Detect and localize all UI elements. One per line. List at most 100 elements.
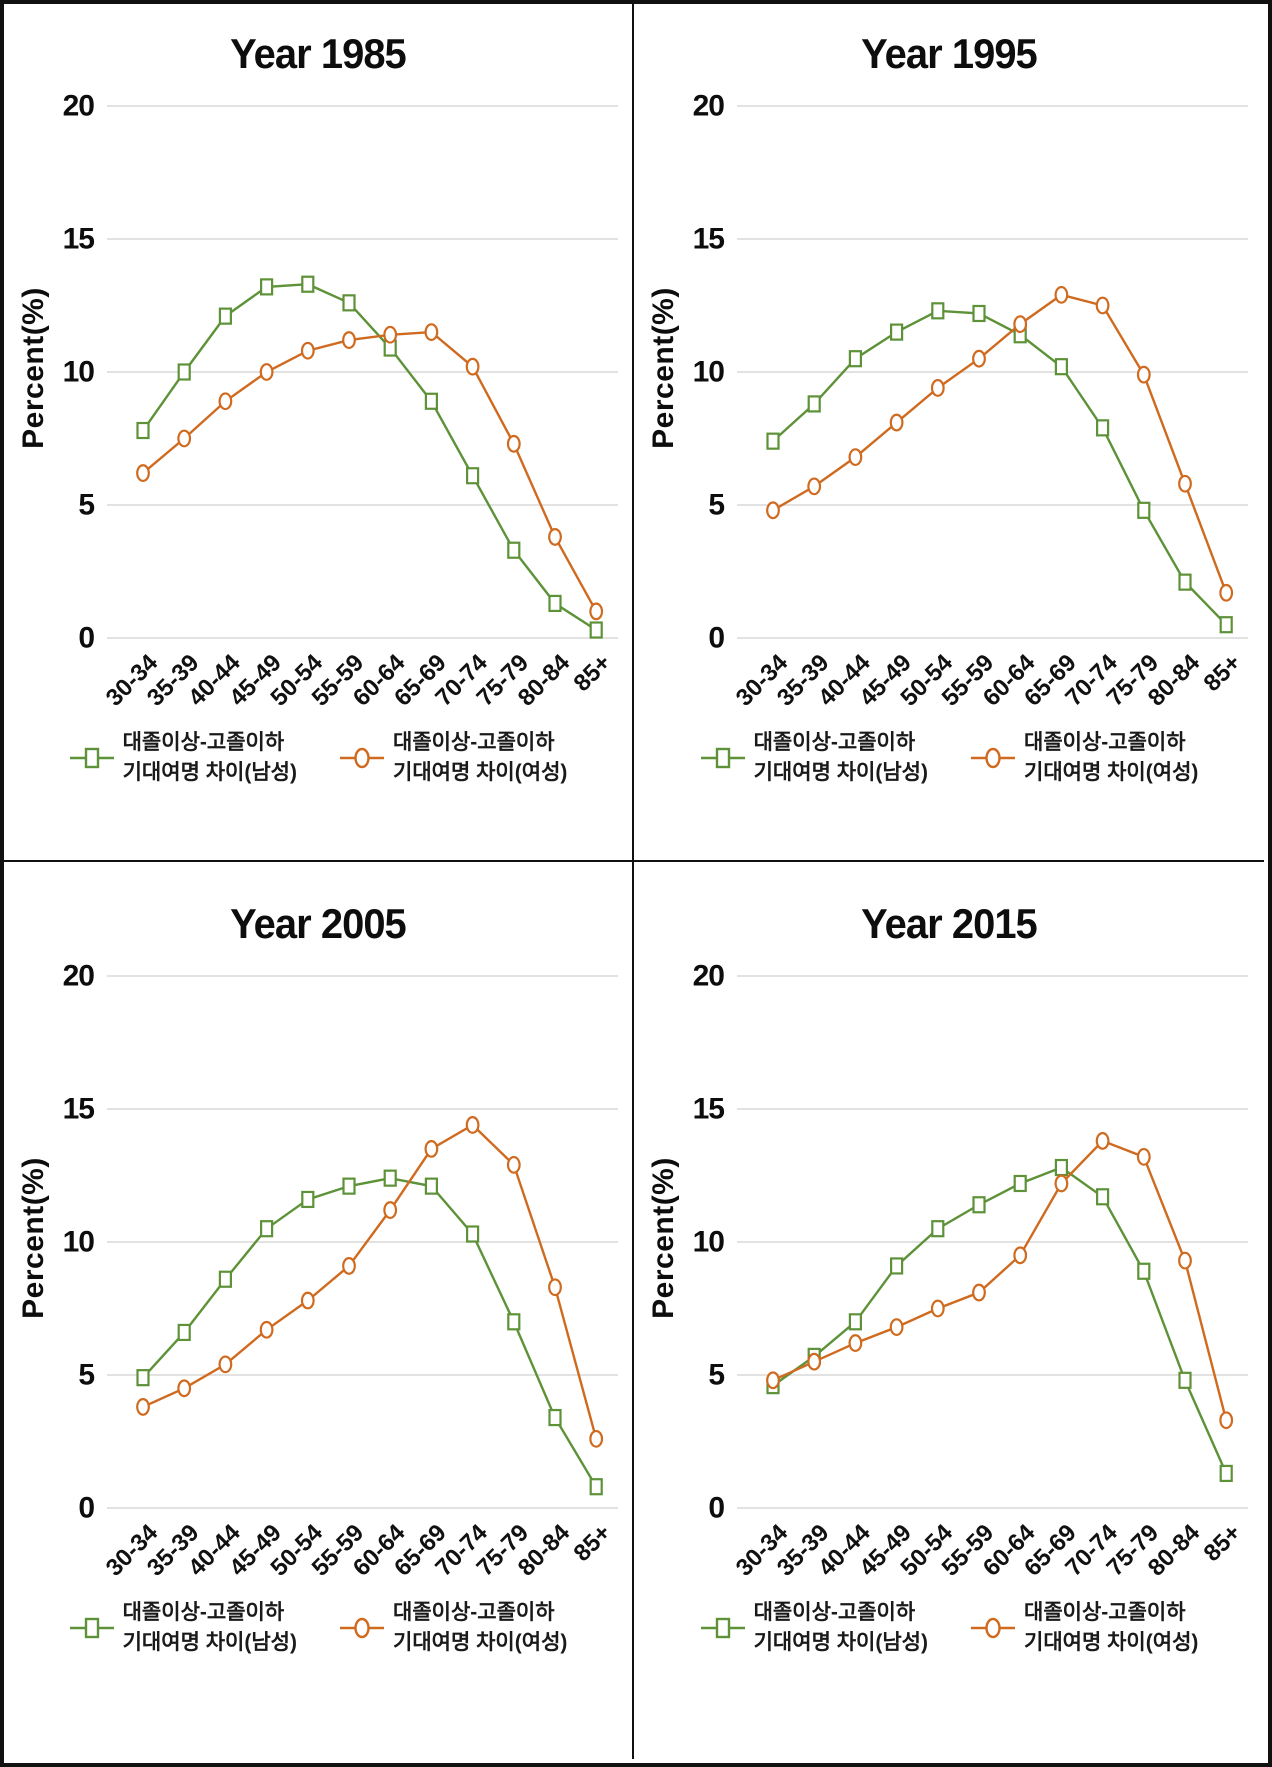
data-point-square xyxy=(848,1313,862,1331)
data-point-circle xyxy=(589,1429,604,1448)
legend-label-line2: 기대여명 차이(여성) xyxy=(393,1631,568,1655)
data-point-square xyxy=(1013,1174,1027,1193)
y-tick-label: 0 xyxy=(78,622,94,655)
data-point-square xyxy=(136,1369,150,1387)
data-point-circle xyxy=(218,392,233,411)
data-point-circle xyxy=(1219,583,1234,602)
legend-item-female: 대졸이상-고졸이하 기대여명 차이(여성) xyxy=(339,1598,567,1659)
legend-label: 대졸이상-고졸이하 기대여명 차이(여성) xyxy=(1024,1598,1198,1659)
legend-label-line1: 대졸이상-고졸이하 xyxy=(1024,1601,1186,1624)
y-tick-label: 0 xyxy=(78,1492,94,1525)
data-point-circle xyxy=(766,1371,780,1390)
chart-legend: 대졸이상-고졸이하 기대여명 차이(남성) 대졸이상-고졸이하 기대여명 차이(… xyxy=(4,728,632,789)
data-point-circle xyxy=(300,341,315,360)
data-point-square xyxy=(466,1225,480,1243)
y-tick-label: 5 xyxy=(708,1359,724,1392)
chart-area: Percent(%) 0 5 10 15 20 30-34 35-39 40-44 45-49 5… xyxy=(4,78,632,726)
data-point-square xyxy=(1137,501,1151,519)
data-point-square xyxy=(1219,1464,1233,1483)
data-point-circle xyxy=(848,1334,863,1352)
data-point-circle xyxy=(1178,474,1192,493)
legend-label: 대졸이상-고졸이하 기대여명 차이(여성) xyxy=(393,728,567,789)
y-tick-label: 5 xyxy=(708,489,724,522)
y-tick-label: 20 xyxy=(63,90,95,123)
legend-item-female: 대졸이상-고졸이하 기대여명 차이(여성) xyxy=(970,728,1198,789)
chart-title: Year 2015 xyxy=(861,900,1038,947)
chart-panel-1995: Year 1995 Percent(%) 0 5 10 15 20 30-34 35-39 4… xyxy=(634,4,1264,862)
data-point-circle xyxy=(1136,1147,1151,1166)
legend-label-line2: 기대여명 차이(여성) xyxy=(1024,761,1199,785)
data-point-square xyxy=(890,323,904,341)
data-point-square xyxy=(260,1220,274,1238)
data-point-circle xyxy=(424,1139,439,1158)
legend-item-male: 대졸이상-고졸이하 기대여명 차이(남성) xyxy=(69,1598,297,1659)
legend-label-line2: 기대여명 차이(여성) xyxy=(393,761,568,785)
x-tick-label: 85+ xyxy=(569,649,617,697)
y-axis-label: Percent(%) xyxy=(17,287,50,449)
x-tick-label: 85+ xyxy=(1199,1519,1247,1567)
data-point-circle xyxy=(848,448,863,467)
data-point-square xyxy=(507,541,521,559)
series-line xyxy=(142,1123,598,1440)
data-point-circle xyxy=(177,429,192,448)
legend-item-male: 대졸이상-고졸이하 기대여명 차이(남성) xyxy=(700,728,928,789)
data-point-square xyxy=(848,350,862,368)
legend-label-line1: 대졸이상-고졸이하 xyxy=(753,731,916,754)
data-point-circle xyxy=(1219,1411,1234,1430)
data-point-square xyxy=(424,1177,438,1195)
series-line xyxy=(772,309,1228,626)
legend-label-line2: 기대여명 차이(남성) xyxy=(122,761,297,785)
square-marker-icon xyxy=(69,1618,114,1639)
data-point-circle xyxy=(259,363,274,381)
chart-area: Percent(%) 0 5 10 15 20 30-34 35-39 40-44 45-49 5… xyxy=(634,78,1264,726)
chart-title: Year 2005 xyxy=(230,900,407,947)
data-point-circle xyxy=(1013,1246,1028,1265)
data-point-square xyxy=(1054,1158,1068,1177)
data-point-circle xyxy=(1054,285,1069,304)
series-line xyxy=(772,293,1228,594)
data-point-circle xyxy=(383,1201,398,1219)
plot-area: 0510152030-3435-3940-4445-4950-5455-5960… xyxy=(63,960,618,1582)
y-tick-label: 0 xyxy=(708,622,724,655)
data-point-square xyxy=(931,302,945,320)
legend-label-line2: 기대여명 차이(여성) xyxy=(1024,1631,1199,1655)
legend-label-line1: 대졸이상-고졸이하 xyxy=(393,731,555,754)
y-tick-label: 5 xyxy=(78,1359,94,1392)
data-point-circle xyxy=(136,464,150,482)
circle-marker-icon xyxy=(340,748,384,769)
data-point-square xyxy=(507,1313,521,1331)
y-tick-label: 20 xyxy=(63,960,95,993)
data-point-circle xyxy=(807,477,822,496)
data-point-square xyxy=(218,307,232,325)
data-point-circle xyxy=(1013,315,1028,334)
data-point-square xyxy=(1054,358,1068,376)
data-point-square xyxy=(548,594,562,613)
chart-legend: 대졸이상-고졸이하 기대여명 차이(남성) 대졸이상-고졸이하 기대여명 차이(… xyxy=(4,1598,632,1659)
data-point-circle xyxy=(930,1299,945,1318)
data-point-square xyxy=(260,278,274,296)
data-point-circle xyxy=(589,602,604,621)
chart-panel-1985: Year 1985 Percent(%) 0 5 10 15 20 30-34 35-39 4… xyxy=(4,4,634,862)
data-point-circle xyxy=(465,1116,480,1134)
y-tick-label: 10 xyxy=(63,356,95,389)
y-tick-label: 5 xyxy=(78,489,94,522)
data-point-square xyxy=(218,1270,232,1288)
x-tick-label: 85+ xyxy=(569,1519,617,1567)
y-tick-label: 15 xyxy=(693,1093,725,1126)
data-point-circle xyxy=(136,1398,150,1416)
legend-item-female: 대졸이상-고졸이하 기대여명 차이(여성) xyxy=(970,1598,1198,1659)
legend-label-line1: 대졸이상-고졸이하 xyxy=(1024,731,1186,754)
legend-label: 대졸이상-고졸이하 기대여명 차이(남성) xyxy=(123,1598,297,1659)
data-point-square xyxy=(766,432,780,450)
circle-marker-icon xyxy=(971,748,1015,769)
data-point-square xyxy=(466,467,480,485)
data-point-circle xyxy=(465,357,480,376)
data-point-square xyxy=(589,621,603,639)
y-tick-label: 20 xyxy=(693,960,725,993)
data-point-square xyxy=(1178,1371,1192,1389)
y-tick-label: 15 xyxy=(693,223,725,256)
data-point-square xyxy=(1137,1262,1151,1280)
chart-legend: 대졸이상-고졸이하 기대여명 차이(남성) 대졸이상-고졸이하 기대여명 차이(… xyxy=(634,728,1264,789)
data-point-square xyxy=(972,304,986,323)
data-point-square xyxy=(1096,1188,1110,1206)
